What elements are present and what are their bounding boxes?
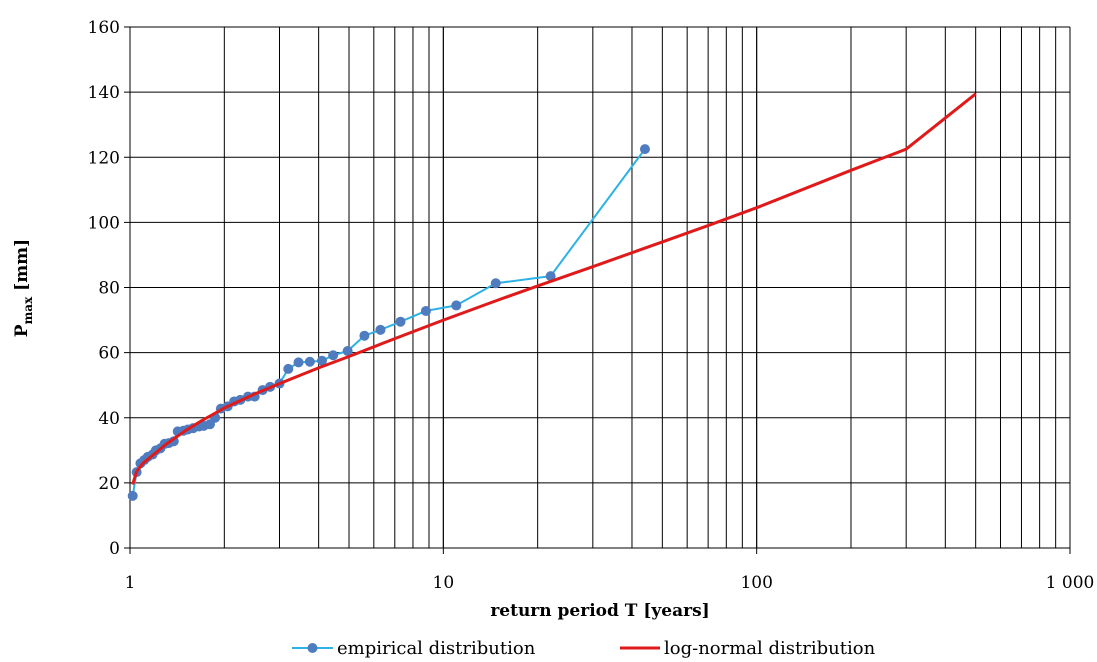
legend-lognormal-label: log-normal distribution xyxy=(664,638,876,659)
legend-item-lognormal: log-normal distribution xyxy=(620,638,876,659)
series-0-point xyxy=(304,356,315,367)
y-tick-label: 0 xyxy=(109,539,120,559)
series-0-point xyxy=(317,355,328,366)
y-tick-label: 100 xyxy=(88,213,120,233)
legend-item-empirical: empirical distribution xyxy=(292,638,536,659)
series-0-point xyxy=(283,363,294,374)
series-1-line xyxy=(131,92,977,485)
series-0-point xyxy=(639,144,650,155)
x-tick-label: 100 xyxy=(740,573,772,593)
y-axis-label-sub: max xyxy=(21,296,35,324)
series-0-point xyxy=(342,345,353,356)
legend-empirical-marker xyxy=(307,643,318,653)
series-0-point xyxy=(293,357,304,368)
legend: empirical distribution log-normal distri… xyxy=(292,638,876,659)
y-axis-label-main: P xyxy=(12,324,32,337)
y-tick-label: 20 xyxy=(98,474,120,494)
series-0-point xyxy=(359,330,370,341)
y-tick-label: 140 xyxy=(88,83,120,103)
x-tick-label: 1 000 xyxy=(1046,573,1095,593)
y-tick-label: 80 xyxy=(98,279,120,299)
legend-empirical-label: empirical distribution xyxy=(337,638,536,659)
series-0-point xyxy=(127,490,138,501)
axes: 0 20 40 60 80 100 120 140 160 1 10 100 1 000 xyxy=(88,18,1095,593)
y-axis-label-rest: [mm] xyxy=(12,239,32,297)
series-0-point xyxy=(451,300,462,311)
series-0-point xyxy=(328,350,339,361)
y-axis-label: Pmax [mm] xyxy=(12,239,35,337)
y-tick-label: 160 xyxy=(88,18,120,38)
x-axis-label: return period T [years] xyxy=(490,601,709,621)
y-tick-label: 60 xyxy=(98,344,120,364)
series-0-point xyxy=(545,271,556,282)
x-tick-label: 10 xyxy=(433,573,455,593)
series-0-point xyxy=(395,316,406,327)
grid xyxy=(130,26,1071,548)
plot-series xyxy=(127,92,977,501)
x-tick-label: 1 xyxy=(125,573,136,593)
series-0-point xyxy=(490,278,501,289)
series-0-line xyxy=(131,148,646,497)
y-tick-label: 120 xyxy=(88,148,120,168)
series-0-point xyxy=(375,324,386,335)
series-0-point xyxy=(420,305,431,316)
y-tick-label: 40 xyxy=(98,409,120,429)
